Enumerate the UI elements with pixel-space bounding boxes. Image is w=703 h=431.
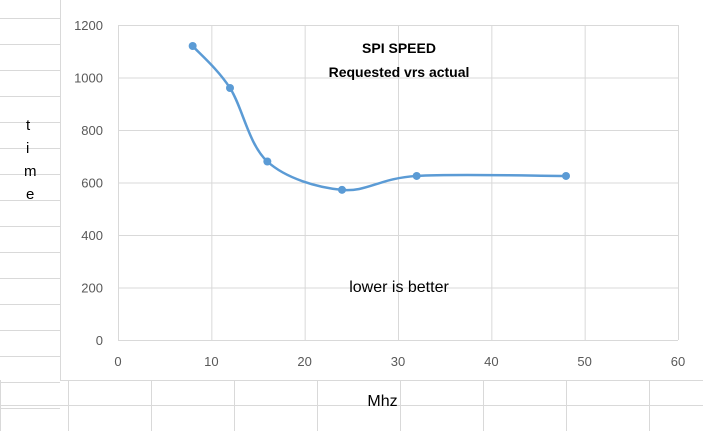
y-axis-label-char: t [26, 117, 31, 134]
chart-area[interactable]: 0 200 400 600 800 1000 1200 0 10 20 30 40 50 60 SPI SP… [60, 0, 703, 381]
y-tick-label: 200 [81, 281, 103, 296]
x-tick-label: 50 [577, 354, 591, 369]
data-point[interactable] [263, 157, 272, 166]
y-axis-label-char: e [26, 186, 35, 203]
chart-title: SPI SPEED [362, 40, 436, 56]
data-point[interactable] [562, 171, 570, 180]
data-point[interactable] [188, 42, 197, 50]
y-tick-label: 400 [81, 228, 103, 243]
data-point[interactable] [412, 171, 421, 180]
y-tick-label: 1200 [74, 18, 103, 33]
chart-subtitle: Requested vrs actual [329, 64, 470, 80]
y-tick-label: 0 [96, 333, 103, 348]
x-tick-label: 30 [391, 354, 405, 369]
x-tick-label: 20 [297, 354, 311, 369]
x-tick-label: 40 [484, 354, 498, 369]
data-point[interactable] [338, 185, 346, 194]
y-axis-label-char: m [24, 163, 37, 180]
line-chart: 0 200 400 600 800 1000 1200 0 10 20 30 40 50 60 SPI SP… [74, 18, 685, 369]
x-tick-label: 60 [671, 354, 685, 369]
x-tick-label: 10 [204, 354, 218, 369]
data-point[interactable] [226, 84, 234, 92]
y-tick-label: 600 [81, 176, 103, 191]
x-tick-label: 0 [114, 354, 121, 369]
chart-annotation: lower is better [349, 279, 449, 296]
y-tick-label: 800 [81, 123, 103, 138]
y-tick-label: 1000 [74, 71, 103, 86]
y-axis-label-char: i [26, 140, 30, 157]
x-axis-label: Mhz [367, 393, 398, 410]
